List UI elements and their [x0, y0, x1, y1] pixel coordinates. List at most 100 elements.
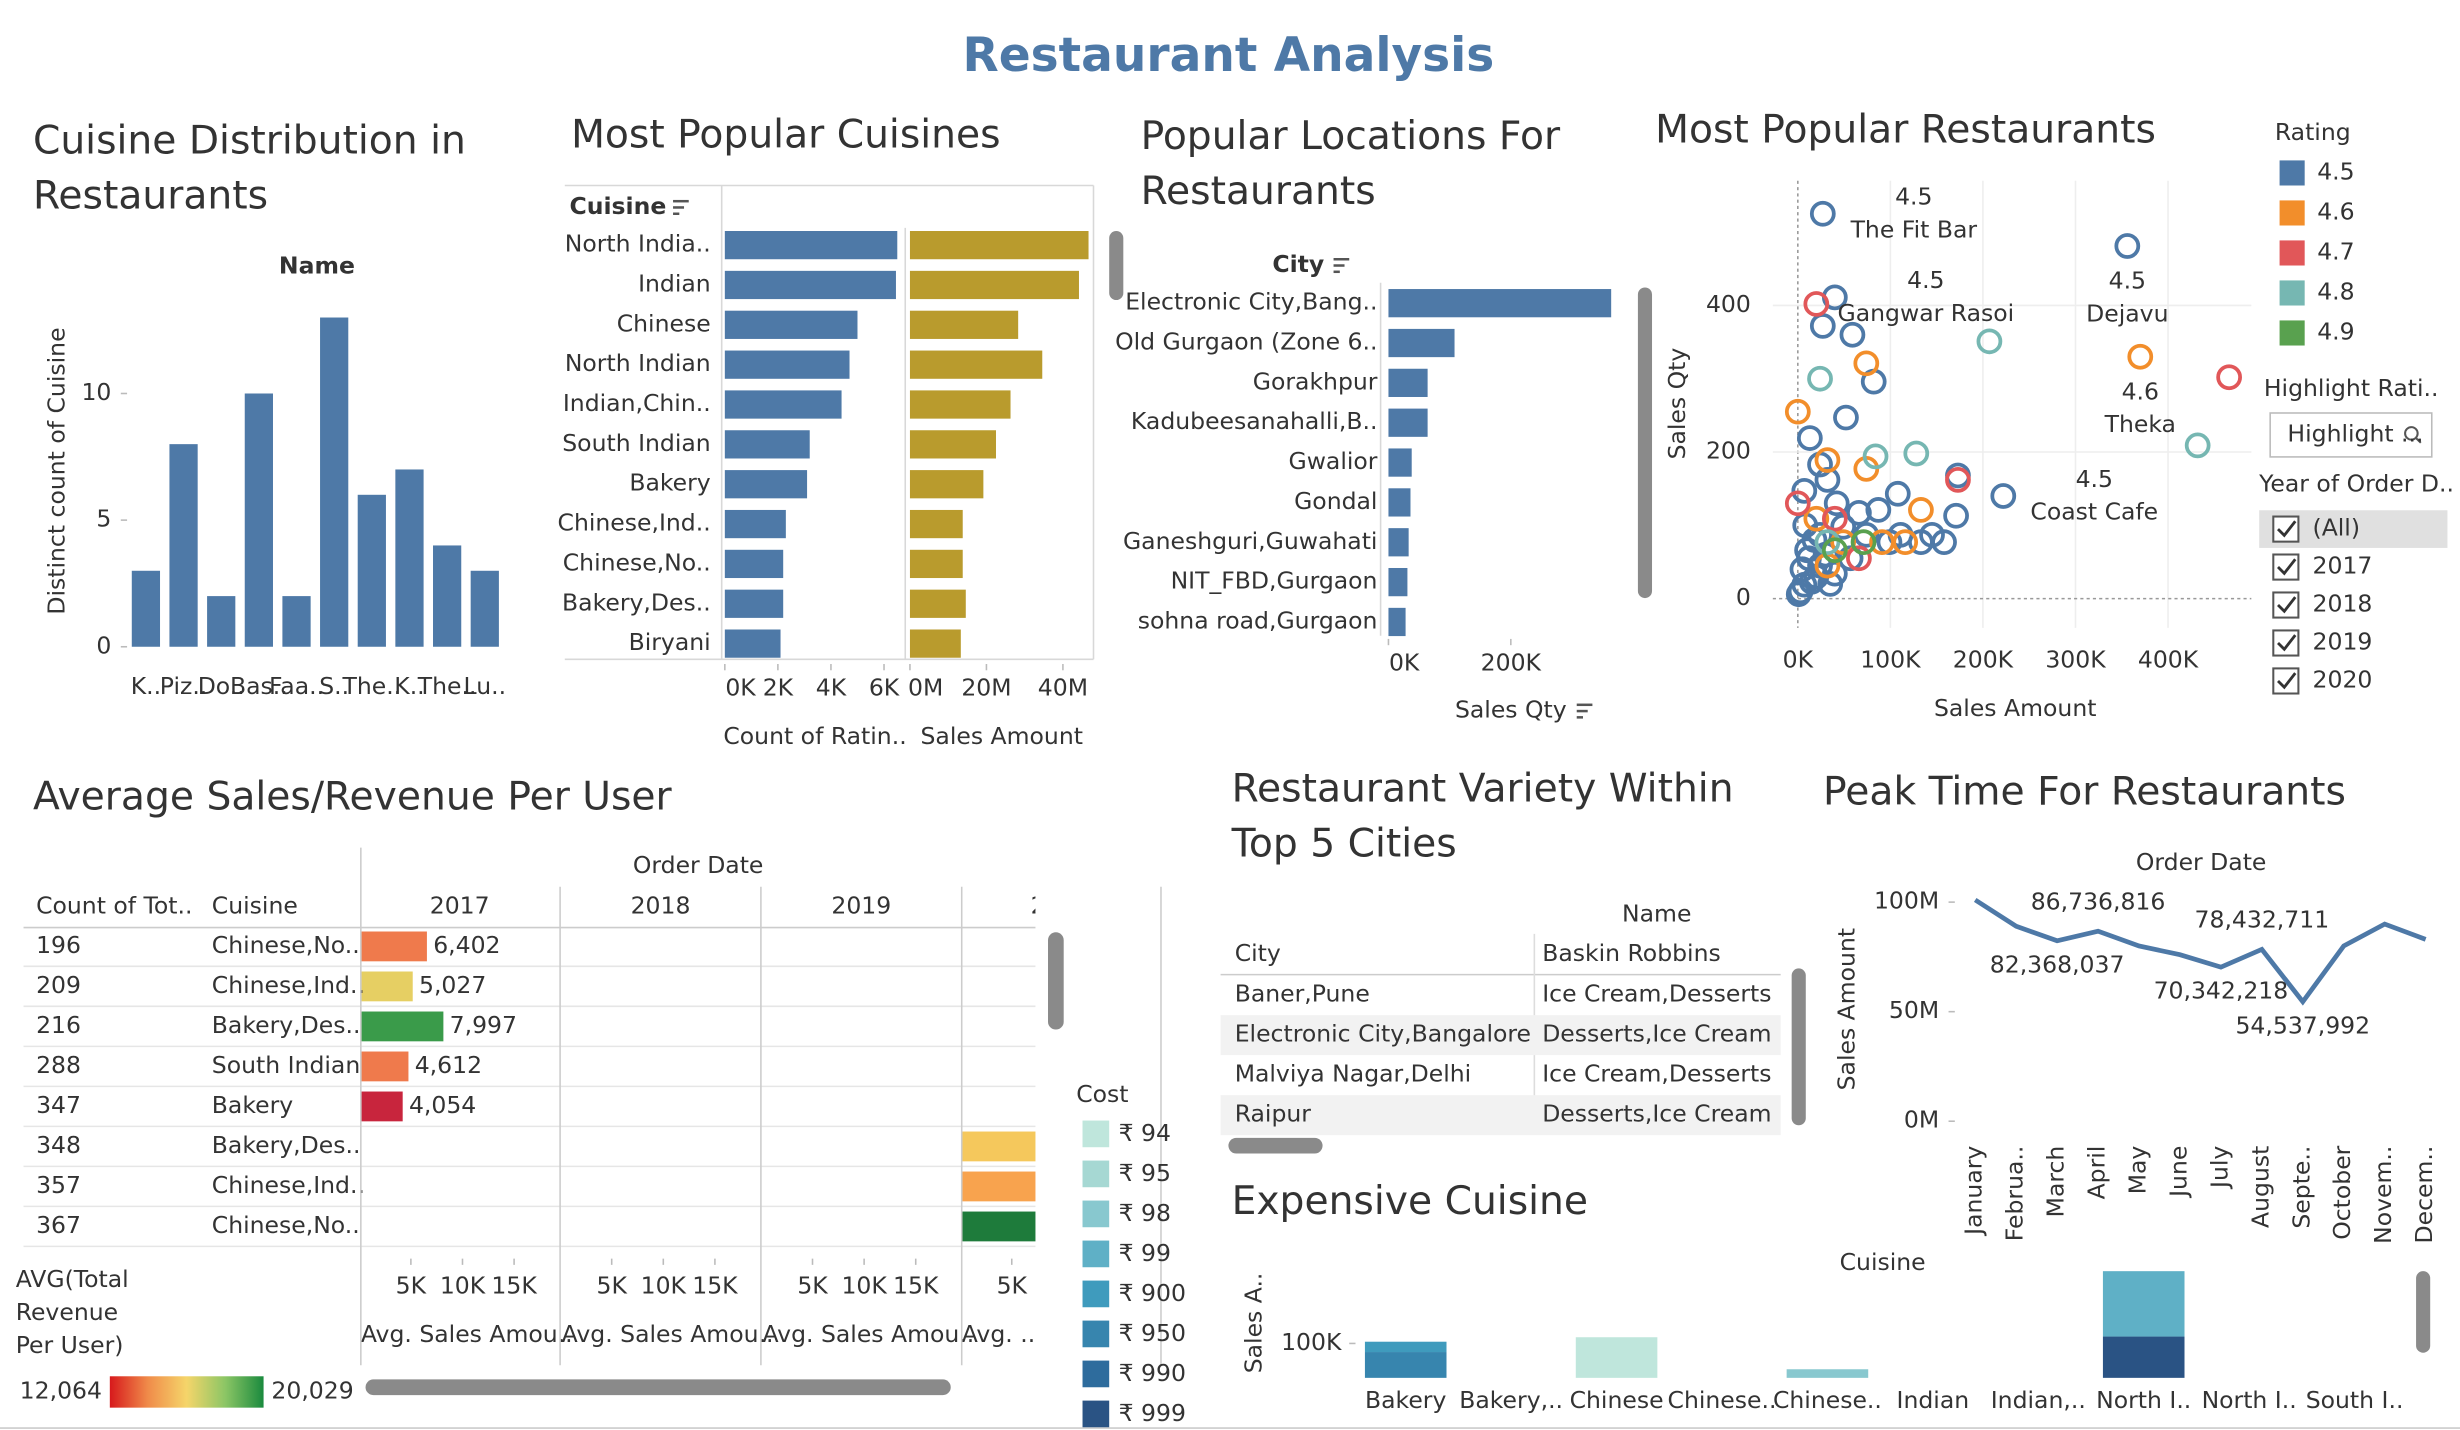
- x-tick-label: 5K: [997, 1271, 1028, 1299]
- scatter-point: [1833, 404, 1859, 431]
- bar: [961, 1131, 1036, 1162]
- checkbox: [2272, 591, 2300, 619]
- bar: [724, 589, 784, 618]
- row-count: 348: [36, 1131, 81, 1159]
- bar: [724, 549, 784, 579]
- annotation-name: Coast Cafe: [2030, 498, 2158, 526]
- annotation-label: 4.6: [2122, 377, 2159, 405]
- y-tick-label: 0: [1736, 583, 1751, 611]
- x-tick-label: 5K: [797, 1271, 828, 1299]
- row-cuisine: Bakery,Des..: [212, 1011, 361, 1039]
- bar: [724, 430, 810, 459]
- category-label: Biryani: [629, 628, 711, 656]
- bar: [724, 270, 896, 300]
- scatter-point: [1846, 499, 1872, 526]
- x-tick-label: Chinese..: [1773, 1386, 1882, 1414]
- legend-swatch: [1082, 1200, 1110, 1228]
- x-tick-label: 5K: [396, 1271, 427, 1299]
- scatter-point: [1892, 529, 1919, 556]
- year-header: 2020: [1031, 892, 1091, 920]
- bar: [909, 509, 963, 539]
- axis-title: Count of Ratin..: [723, 722, 906, 750]
- bar: [1388, 528, 1409, 557]
- row-count: 216: [36, 1011, 81, 1039]
- row-band: [1220, 1015, 1781, 1056]
- annotation-label: 4.5: [1895, 183, 1932, 211]
- scrollbar[interactable]: [1637, 287, 1653, 599]
- legend-swatch: [1082, 1160, 1110, 1188]
- chart-title: Popular Locations For: [1141, 114, 1561, 159]
- bar: [360, 1011, 444, 1042]
- scatter-point: [1945, 466, 1971, 493]
- x-tick-label: Novem..: [2369, 1146, 2397, 1244]
- x-axis-title: Sales Amount: [1934, 694, 2096, 722]
- legend-label: 4.7: [2317, 237, 2354, 265]
- bar: [360, 1051, 409, 1082]
- scrollbar[interactable]: [1048, 932, 1064, 1030]
- bar: [909, 310, 1019, 339]
- scatter-point: [1830, 513, 1857, 540]
- y-tick-label: 0: [96, 631, 111, 659]
- scatter-point: [1809, 313, 1836, 339]
- legend-swatch: [1082, 1280, 1110, 1308]
- x-tick-label: 15K: [893, 1271, 939, 1299]
- bar: [395, 469, 424, 647]
- category-label: Chinese,No..: [563, 548, 711, 576]
- scrollbar[interactable]: [1109, 231, 1124, 301]
- table-panes: 2017 6,402 5,027 7,997 4,612 4,054 2018 2019 202…: [360, 892, 1091, 1242]
- bar: [724, 310, 858, 339]
- chart-title: Cuisine Distribution in: [33, 119, 466, 164]
- row-cuisine: Chinese,Ind..: [212, 971, 365, 999]
- bar: [320, 317, 349, 647]
- bar-segment: [2102, 1271, 2185, 1337]
- x-tick-label: 0K: [1389, 649, 1420, 677]
- scrollbar[interactable]: [365, 1379, 951, 1396]
- filter-option: 2020: [2313, 665, 2373, 693]
- x-tick-label: K..: [394, 672, 424, 700]
- scatter-point: [1919, 521, 1945, 548]
- bar: [1388, 289, 1612, 318]
- bar: [961, 1171, 1036, 1202]
- table-cell: Baner,Pune: [1235, 980, 1370, 1008]
- x-tick-label: Bakery: [1365, 1386, 1446, 1414]
- scatter-point: [1796, 425, 1823, 451]
- x-tick-label: 40M: [1038, 674, 1088, 702]
- scrollbar[interactable]: [1791, 968, 1806, 1126]
- scatter-point: [1850, 529, 1877, 556]
- bar: [724, 231, 898, 260]
- line-series: [1973, 897, 2427, 1006]
- legend-swatch: [2279, 200, 2305, 226]
- category-label: Gorakhpur: [1253, 367, 1378, 395]
- search-icon: [2415, 437, 2422, 444]
- scrollbar[interactable]: [1228, 1137, 1323, 1154]
- legend-swatch: [1082, 1240, 1110, 1268]
- scatter-point: [1814, 447, 1841, 473]
- category-label: Gondal: [1294, 487, 1377, 515]
- bar: [1388, 607, 1406, 637]
- legend-swatch: [2279, 320, 2305, 346]
- bar: [360, 931, 427, 962]
- y-tick-label: 400: [1706, 290, 1751, 318]
- bar: [909, 589, 966, 618]
- bar: [909, 470, 984, 499]
- annotation-label: 4.5: [2076, 465, 2113, 493]
- x-tick-label: Chinese: [1570, 1386, 1664, 1414]
- scrollbar[interactable]: [2416, 1271, 2431, 1353]
- x-tick-label: 0K: [725, 674, 756, 702]
- x-tick-label: 200K: [1953, 645, 2014, 673]
- row-count: 196: [36, 931, 81, 959]
- year-header: 2018: [631, 892, 691, 920]
- header: Name: [279, 252, 355, 280]
- category-label: North Indian: [565, 349, 711, 377]
- bar: [1388, 448, 1412, 477]
- checkbox: [2272, 667, 2300, 695]
- y-axis-title: Sales Amount: [1833, 928, 1861, 1090]
- axis-title: Avg. Sales Amou..: [562, 1320, 774, 1348]
- chart-title: Most Popular Restaurants: [1655, 108, 2156, 153]
- x-tick-label: The..: [417, 672, 477, 700]
- x-tick-label: 15K: [491, 1271, 537, 1299]
- table-cell: Desserts,Ice Cream: [1542, 1100, 1771, 1128]
- x-tick-label: 4K: [816, 674, 847, 702]
- value-label: 7,997: [450, 1011, 517, 1039]
